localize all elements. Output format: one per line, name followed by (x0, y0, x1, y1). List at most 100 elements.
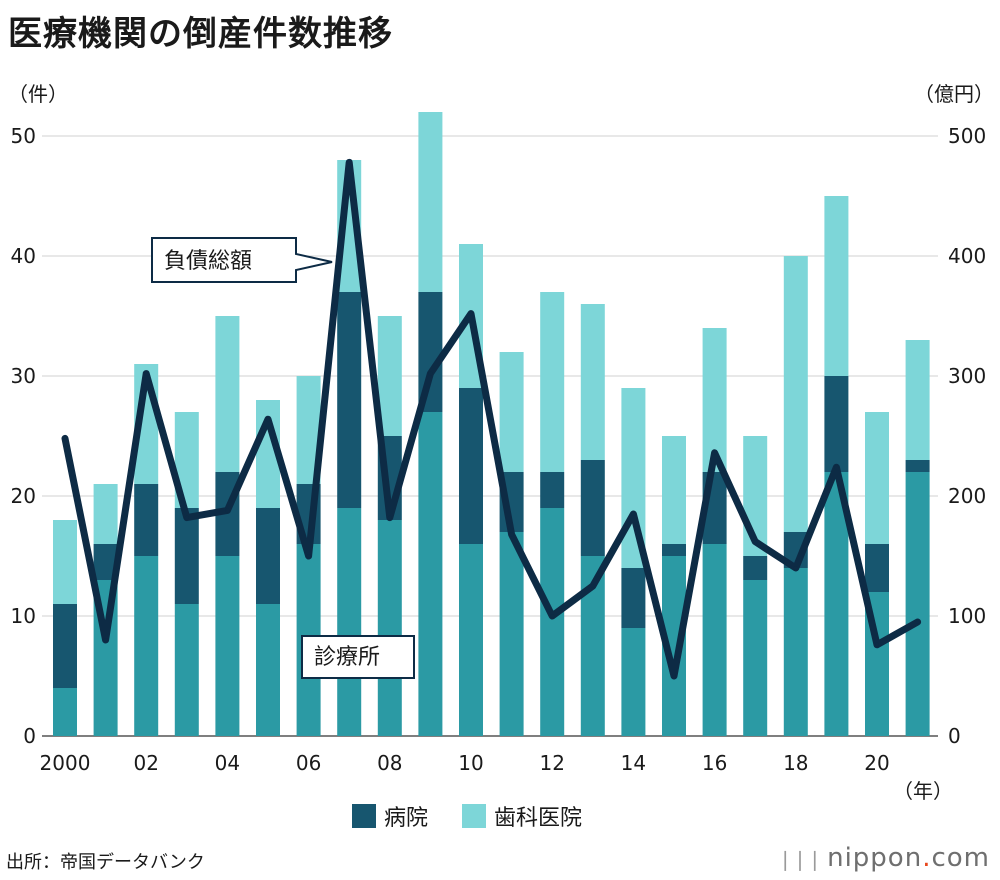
bar-dental (377, 316, 402, 436)
bar-clinic (621, 628, 646, 736)
debt-total-point (347, 160, 352, 165)
source-note: 出所：帝国データバンク (6, 852, 205, 873)
bar-dental (215, 316, 240, 472)
bar-clinic (540, 508, 565, 736)
bar-hospital (256, 508, 280, 604)
debt-callout-box (151, 237, 333, 283)
left-axis-unit: （件） (8, 82, 68, 106)
bar-hospital (540, 472, 565, 508)
bar-dental (93, 484, 118, 544)
debt-total-point (834, 465, 839, 470)
legend-item-hospital: 病院 (352, 800, 428, 832)
legend: 病院 歯科医院 (352, 800, 616, 832)
bar-hospital (621, 568, 646, 628)
bar-dental (702, 328, 727, 472)
debt-total-point (387, 515, 392, 520)
bar-clinic (418, 412, 443, 736)
clinic-callout-box (301, 635, 415, 679)
bar-clinic (459, 544, 483, 736)
bar-dental (53, 520, 77, 604)
debt-total-point (793, 566, 798, 570)
bar-dental (540, 292, 565, 472)
x-axis-tick-label: 10 (458, 751, 483, 775)
x-axis-tick-label: 12 (539, 751, 564, 775)
right-axis-tick-label: 300 (948, 364, 986, 388)
bar-hospital (662, 544, 686, 556)
debt-total-line (61, 158, 922, 680)
brand-suffix: com (931, 843, 990, 873)
left-axis-tick-label: 40 (11, 244, 36, 268)
bar-hospital (824, 376, 849, 472)
debt-total-point (225, 508, 230, 513)
x-axis-tick-label: 14 (621, 751, 646, 775)
legend-swatch-hospital (352, 804, 376, 828)
x-axis-tick-label: 18 (783, 751, 808, 775)
left-axis-tick-label: 10 (11, 604, 36, 628)
legend-label-dental: 歯科医院 (494, 806, 583, 831)
debt-total-point (509, 532, 514, 537)
clinic-callout-label: 診療所 (314, 645, 380, 670)
bar-clinic (702, 544, 727, 736)
bar-hospital (905, 460, 930, 472)
debt-total-point (428, 371, 433, 376)
x-axis-tick-label: 06 (296, 751, 321, 775)
bar-clinic (53, 688, 77, 736)
bar-clinic (174, 604, 199, 736)
bar-clinic (377, 520, 402, 736)
right-axis-tick-label: 100 (948, 604, 986, 628)
brand-name: nippon (827, 843, 923, 873)
bar-clinic (783, 568, 808, 736)
bar-dental (824, 196, 849, 376)
right-axis-tick-label: 200 (948, 484, 986, 508)
x-axis-tick-label: 02 (133, 751, 158, 775)
debt-total-point (550, 614, 555, 618)
bar-dental (580, 304, 605, 460)
right-axis-tick-label: 400 (948, 244, 986, 268)
right-axis-tick-label: 500 (948, 124, 986, 148)
legend-swatch-dental (462, 804, 487, 828)
debt-total-point (103, 638, 108, 642)
bar-clinic (215, 556, 240, 736)
debt-callout-label: 負債総額 (164, 249, 252, 274)
bar-hospital (743, 556, 768, 580)
bar-clinic (337, 508, 362, 736)
chart-title: 医療機関の倒産件数推移 (8, 14, 393, 54)
debt-total-point (266, 417, 270, 422)
brand-logo: ❘❘❘ nippon.com (777, 843, 990, 873)
x-axis-tick-label: 04 (215, 751, 240, 775)
x-axis-tick-label: 2000 (40, 751, 91, 775)
debt-total-point (672, 674, 676, 678)
bar-hospital (134, 484, 159, 556)
bar-dental (499, 352, 524, 472)
debt-total-point (631, 512, 636, 516)
bar-clinic (256, 604, 280, 736)
brand-dot: . (922, 843, 932, 873)
bar-clinic (743, 580, 768, 736)
bar-hospital (580, 460, 605, 556)
bar-dental (905, 340, 930, 460)
left-axis-tick-label: 20 (11, 484, 36, 508)
bar-clinic (905, 472, 930, 736)
bar-clinic (134, 556, 159, 736)
debt-total-point (469, 311, 473, 316)
x-axis-tick-label: 16 (702, 751, 727, 775)
debt-total-point (590, 584, 595, 588)
legend-label-hospital: 病院 (384, 806, 429, 831)
bar-dental (783, 256, 808, 532)
debt-total-point (144, 371, 149, 376)
bar-hospital (53, 604, 77, 688)
debt-total-point (184, 515, 189, 520)
bar-hospital (459, 388, 483, 544)
bar-hospital (337, 292, 362, 508)
debt-total-point (712, 450, 717, 455)
bar-dental (418, 112, 443, 292)
left-axis-tick-label: 0 (23, 724, 36, 748)
debt-total-point (875, 642, 879, 647)
bar-hospital (865, 544, 889, 592)
x-axis-tick-label: 20 (864, 751, 889, 775)
bar-dental (865, 412, 889, 544)
brand-mark-icon: ❘❘❘ (776, 847, 823, 871)
x-axis-unit: （年） (893, 779, 953, 803)
debt-total-point (915, 620, 920, 624)
